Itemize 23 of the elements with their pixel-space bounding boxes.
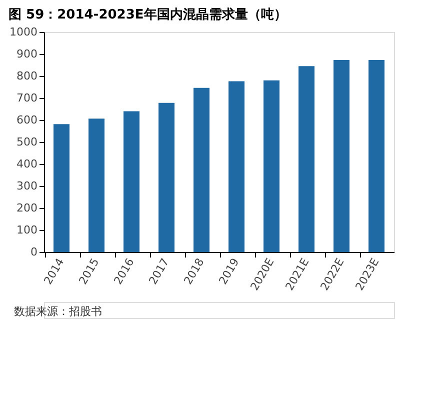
y-tick-label: 400 [16,158,38,170]
y-tick-label: 0 [30,246,38,258]
y-tick-label: 500 [16,136,38,148]
y-tick-label: 700 [16,92,38,104]
y-tick-label: 900 [16,48,38,60]
bar [264,80,280,252]
chart-title: 图 59：2014-2023E年国内混晶需求量（吨） [8,6,287,22]
y-tick-label: 100 [16,224,38,236]
bar [158,102,174,252]
bar [368,60,384,252]
bar [298,66,314,252]
y-tick-label: 800 [16,70,38,82]
y-tick-label: 300 [16,180,38,192]
source-note: 数据来源：招股书 [14,305,102,318]
bar [54,124,70,252]
y-tick-label: 200 [16,202,38,214]
bar [88,118,104,252]
bar [334,60,350,252]
bar [228,81,244,252]
bar [124,111,140,252]
y-tick-label: 1000 [10,26,38,38]
y-tick-label: 600 [16,114,38,126]
bar [194,88,210,252]
